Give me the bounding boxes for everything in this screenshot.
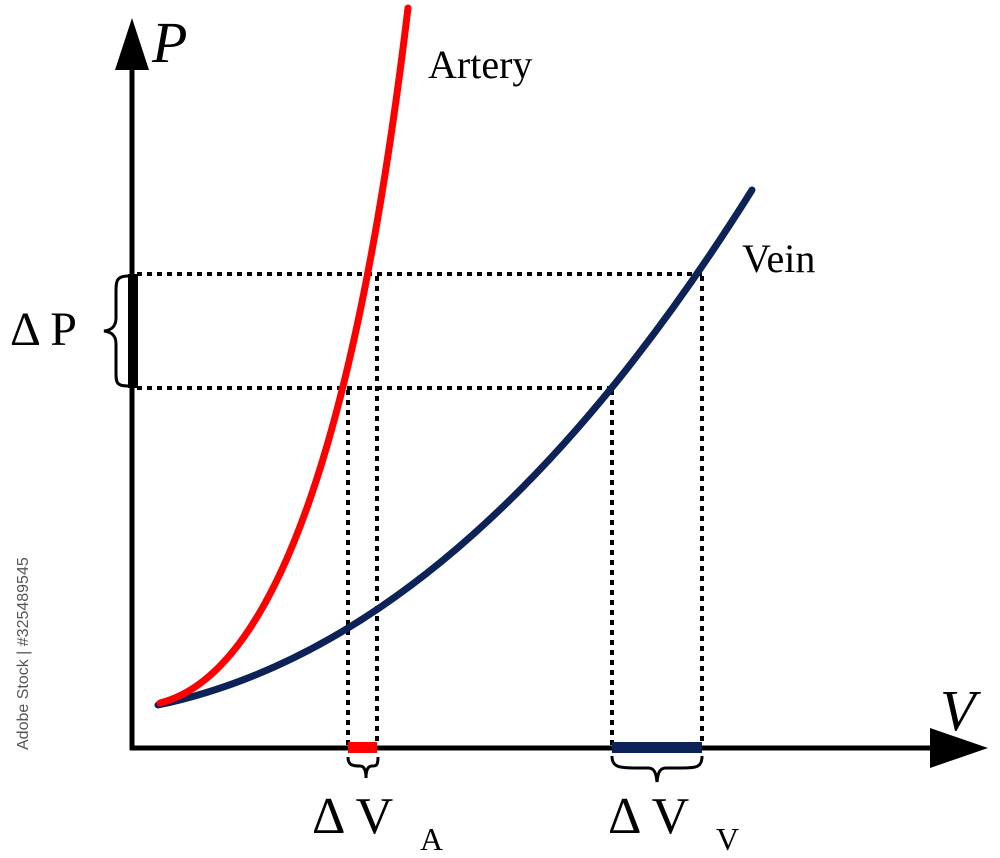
artery-curve [156, 4, 412, 707]
guide-lines [137, 272, 704, 745]
artery-label: Artery [428, 42, 532, 87]
delta-va-label: Δ V [312, 788, 393, 845]
delta-p-marker: Δ P [10, 274, 138, 388]
y-axis-label: P [151, 10, 187, 75]
axes [115, 18, 988, 768]
delta-vv-brace-icon [610, 755, 704, 783]
delta-va-brace-icon [346, 756, 380, 779]
delta-p-label: Δ P [10, 303, 77, 356]
vein-curve [154, 186, 756, 709]
delta-va-marker: Δ V A [312, 742, 443, 857]
delta-vv-marker: Δ V V [608, 742, 739, 857]
y-axis-arrow-icon [115, 18, 149, 70]
delta-va-bar [348, 742, 377, 753]
watermark-side-text: Adobe Stock | #325489545 [15, 557, 32, 750]
delta-vv-bar [612, 742, 702, 753]
x-axis-label: V [940, 678, 982, 743]
delta-p-bar [128, 274, 138, 388]
delta-va-subscript: A [420, 821, 443, 857]
delta-vv-label-main: Δ V [608, 788, 689, 845]
delta-vv-subscript: V [716, 821, 739, 857]
x-axis-arrow-icon [930, 728, 988, 768]
vein-label: Vein [742, 236, 815, 281]
delta-vv-label: Δ V [608, 788, 689, 845]
delta-va-label-main: Δ V [312, 788, 393, 845]
delta-p-brace-icon [103, 274, 129, 388]
